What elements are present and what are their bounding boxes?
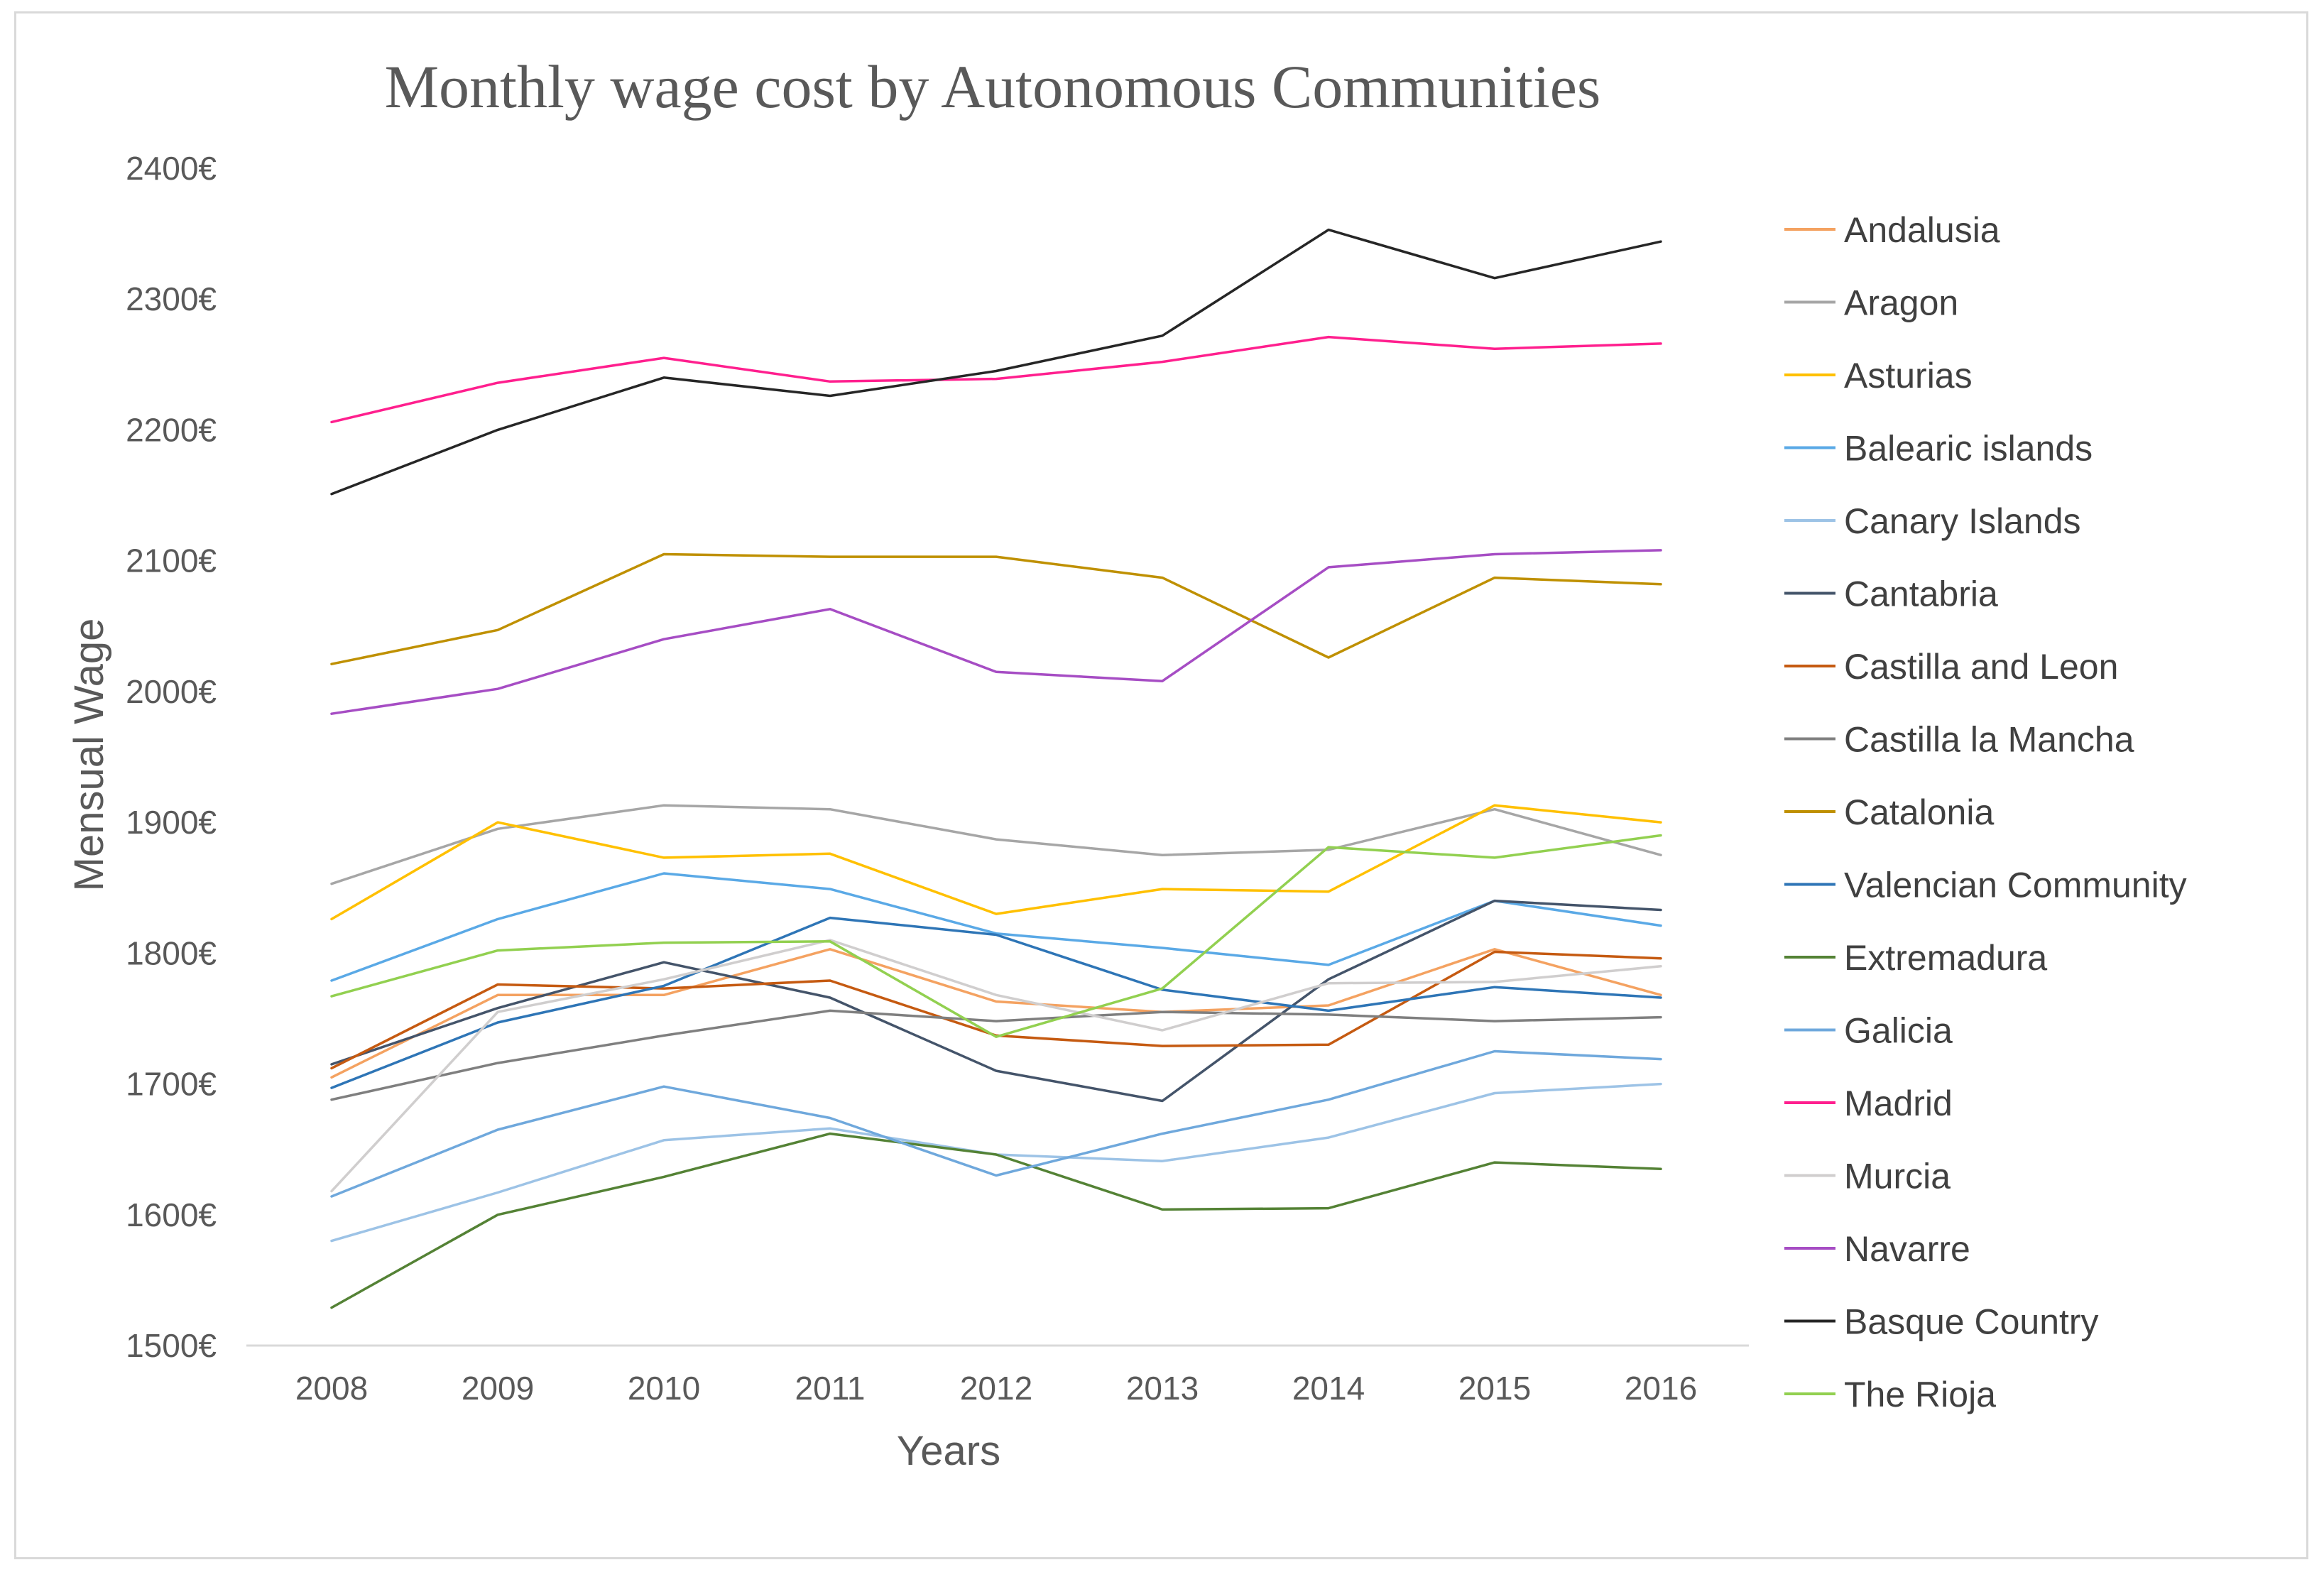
y-tick-label: 2100€ <box>126 542 217 579</box>
legend-label-navarre: Navarre <box>1844 1229 1970 1269</box>
series-line-balearic-islands <box>330 872 1662 982</box>
series-line-murcia <box>330 939 1662 1193</box>
series-line-aragon <box>330 804 1662 885</box>
series-line-cantabria <box>330 899 1662 1103</box>
x-tick-label: 2014 <box>1292 1370 1365 1407</box>
y-axis-ticks: 1500€ 1600€ 1700€ 1800€ 1900€ 2000€ 2100€ 2200€… <box>126 150 217 1364</box>
x-tick-label: 2012 <box>960 1370 1032 1407</box>
legend-label-asturias: Asturias <box>1844 356 1973 396</box>
series-line-asturias <box>330 804 1662 921</box>
x-tick-label: 2008 <box>295 1370 368 1407</box>
series-line-valencian-community <box>330 916 1662 1089</box>
series-line-canary-islands <box>330 1082 1662 1243</box>
series-line-navarre <box>330 549 1662 715</box>
legend-label-extremadura: Extremadura <box>1844 938 2047 978</box>
series-line-extremadura <box>330 1132 1662 1309</box>
legend-label-aragon: Aragon <box>1844 283 1958 323</box>
x-tick-label: 2015 <box>1458 1370 1531 1407</box>
y-tick-label: 2300€ <box>126 280 217 317</box>
y-axis-label: Mensual Wage <box>66 618 112 892</box>
legend-label-castilla-and-leon: Castilla and Leon <box>1844 647 2118 687</box>
legend-label-andalusia: Andalusia <box>1844 210 2000 250</box>
series-line-andalusia <box>330 948 1662 1079</box>
y-tick-label: 1700€ <box>126 1066 217 1103</box>
legend-label-galicia: Galicia <box>1844 1011 1953 1051</box>
series-line-galicia <box>330 1049 1662 1198</box>
x-tick-label: 2009 <box>462 1370 534 1407</box>
series-line-castilla-la-mancha <box>330 1009 1662 1101</box>
y-tick-label: 2200€ <box>126 411 217 448</box>
x-tick-label: 2016 <box>1625 1370 1697 1407</box>
y-tick-label: 1900€ <box>126 804 217 841</box>
series-line-castilla-and-leon <box>330 950 1662 1070</box>
legend-label-canary-islands: Canary Islands <box>1844 501 2081 541</box>
legend-label-murcia: Murcia <box>1844 1157 1951 1196</box>
y-tick-label: 2000€ <box>126 673 217 710</box>
y-tick-label: 1600€ <box>126 1196 217 1233</box>
chart-title: Monthly wage cost by Autonomous Communit… <box>385 53 1601 121</box>
legend: Andalusia Aragon Asturias Balearic islands C… <box>1784 210 2187 1414</box>
legend-label-castilla-la-mancha: Castilla la Mancha <box>1844 720 2134 760</box>
x-axis-label: Years <box>897 1428 1000 1474</box>
legend-label-balearic-islands: Balearic islands <box>1844 429 2093 469</box>
legend-label-the-rioja: The Rioja <box>1844 1375 1996 1414</box>
series-line-catalonia <box>330 552 1662 665</box>
series-lines <box>330 228 1662 1309</box>
x-tick-label: 2013 <box>1126 1370 1199 1407</box>
legend-label-catalonia: Catalonia <box>1844 792 1994 832</box>
series-line-the-rioja <box>330 834 1662 1038</box>
legend-label-madrid: Madrid <box>1844 1084 1953 1123</box>
chart-frame: Monthly wage cost by Autonomous Communit… <box>14 11 2308 1559</box>
x-axis-ticks: 2008 2009 2010 2011 2012 2013 2014 2015 2016 <box>295 1370 1697 1407</box>
legend-label-cantabria: Cantabria <box>1844 574 1998 614</box>
x-tick-label: 2011 <box>795 1370 866 1407</box>
series-line-basque-country <box>330 228 1662 496</box>
y-tick-label: 2400€ <box>126 150 217 187</box>
legend-label-basque-country: Basque Country <box>1844 1302 2099 1342</box>
line-chart: Monthly wage cost by Autonomous Communit… <box>66 53 2187 1474</box>
y-tick-label: 1500€ <box>126 1327 217 1364</box>
x-tick-label: 2010 <box>628 1370 700 1407</box>
series-line-madrid <box>330 335 1662 424</box>
legend-label-valencian-community: Valencian Community <box>1844 866 2187 905</box>
y-tick-label: 1800€ <box>126 934 217 971</box>
